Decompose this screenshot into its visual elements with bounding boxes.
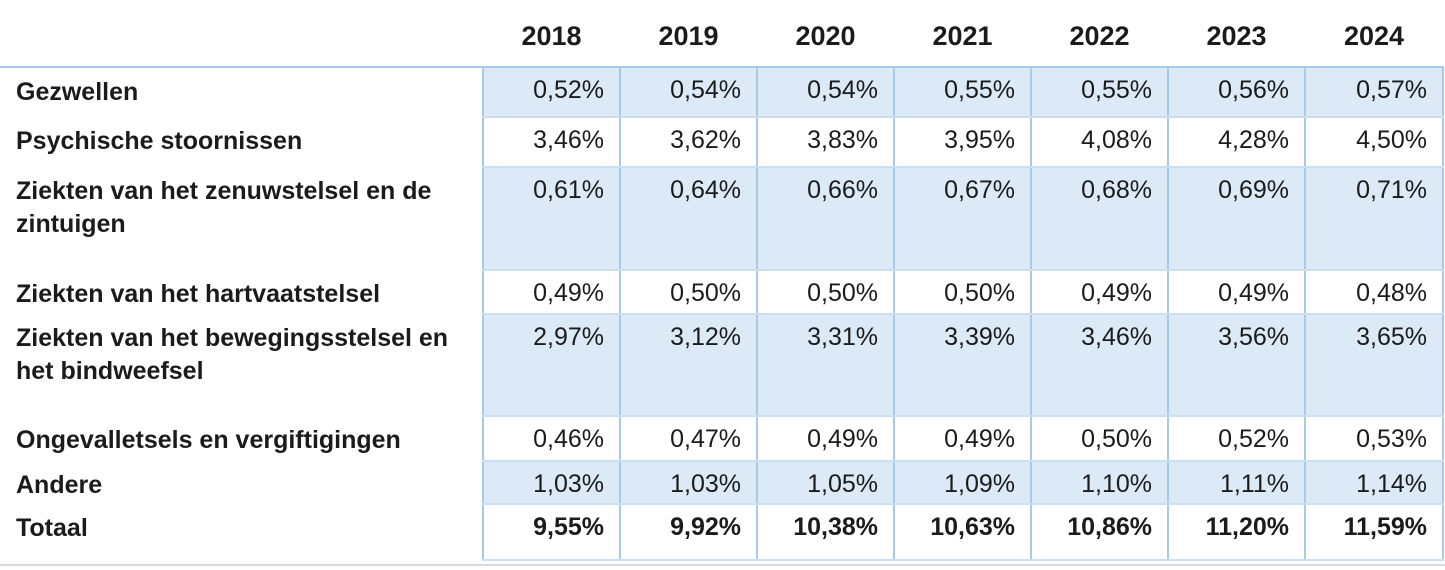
- value-cell: 0,55%: [893, 66, 1032, 118]
- value-cell: 11,59%: [1304, 503, 1444, 561]
- value-cell: 3,62%: [619, 116, 758, 168]
- year-header-2019: 2019: [620, 0, 757, 68]
- value-cell: 0,49%: [1167, 269, 1306, 315]
- year-header-2020: 2020: [757, 0, 894, 68]
- value-cell: 10,63%: [893, 503, 1032, 561]
- table-row-andere: Andere 1,03% 1,03% 1,05% 1,09% 1,10% 1,1…: [0, 460, 1444, 505]
- value-cell: 1,11%: [1167, 460, 1306, 505]
- value-cell: 0,48%: [1304, 269, 1444, 315]
- value-cell: 0,61%: [482, 166, 621, 271]
- row-label: Gezwellen: [0, 67, 483, 117]
- value-cell: 0,50%: [619, 269, 758, 315]
- value-cell: 11,20%: [1167, 503, 1306, 561]
- row-label: Ongevalletsels en vergiftigingen: [0, 416, 483, 461]
- value-cell: 1,10%: [1030, 460, 1169, 505]
- row-label: Psychische stoornissen: [0, 117, 483, 167]
- year-header-2021: 2021: [894, 0, 1031, 68]
- value-cell: 3,65%: [1304, 313, 1444, 417]
- table-row-totaal: Totaal 9,55% 9,92% 10,38% 10,63% 10,86% …: [0, 503, 1444, 561]
- value-cell: 2,97%: [482, 313, 621, 417]
- table-row-zenuwstelsel: Ziekten van het zenuwstelsel en de zintu…: [0, 166, 1444, 271]
- corner-cell: [0, 0, 483, 68]
- value-cell: 4,50%: [1304, 116, 1444, 168]
- value-cell: 9,92%: [619, 503, 758, 561]
- value-cell: 0,49%: [893, 415, 1032, 462]
- year-header-2022: 2022: [1031, 0, 1168, 68]
- value-cell: 1,05%: [756, 460, 895, 505]
- value-cell: 0,46%: [482, 415, 621, 462]
- year-header-2023: 2023: [1168, 0, 1305, 68]
- value-cell: 0,50%: [893, 269, 1032, 315]
- value-cell: 0,54%: [756, 66, 895, 118]
- row-label: Ziekten van het bewegingsstelsel en het …: [0, 314, 483, 416]
- value-cell: 10,86%: [1030, 503, 1169, 561]
- value-cell: 3,95%: [893, 116, 1032, 168]
- value-cell: 0,64%: [619, 166, 758, 271]
- value-cell: 0,66%: [756, 166, 895, 271]
- value-cell: 4,28%: [1167, 116, 1306, 168]
- value-cell: 0,55%: [1030, 66, 1169, 118]
- table-row-hartvaatstelsel: Ziekten van het hartvaatstelsel 0,49% 0,…: [0, 269, 1444, 315]
- value-cell: 0,52%: [482, 66, 621, 118]
- value-cell: 0,50%: [1030, 415, 1169, 462]
- table-header-row: 2018 2019 2020 2021 2022 2023 2024: [0, 0, 1443, 68]
- year-header-2018: 2018: [483, 0, 620, 68]
- value-cell: 3,56%: [1167, 313, 1306, 417]
- table-row-gezwellen: Gezwellen 0,52% 0,54% 0,54% 0,55% 0,55% …: [0, 66, 1444, 118]
- value-cell: 1,14%: [1304, 460, 1444, 505]
- value-cell: 0,49%: [756, 415, 895, 462]
- value-cell: 3,12%: [619, 313, 758, 417]
- table-row-bewegingsstelsel: Ziekten van het bewegingsstelsel en het …: [0, 313, 1444, 417]
- value-cell: 0,54%: [619, 66, 758, 118]
- value-cell: 4,08%: [1030, 116, 1169, 168]
- value-cell: 0,71%: [1304, 166, 1444, 271]
- value-cell: 1,09%: [893, 460, 1032, 505]
- value-cell: 3,39%: [893, 313, 1032, 417]
- value-cell: 0,49%: [482, 269, 621, 315]
- year-header-2024: 2024: [1305, 0, 1443, 68]
- value-cell: 3,83%: [756, 116, 895, 168]
- value-cell: 0,57%: [1304, 66, 1444, 118]
- value-cell: 0,49%: [1030, 269, 1169, 315]
- row-label: Andere: [0, 461, 483, 504]
- value-cell: 0,53%: [1304, 415, 1444, 462]
- value-cell: 0,47%: [619, 415, 758, 462]
- table-row-psychische-stoornissen: Psychische stoornissen 3,46% 3,62% 3,83%…: [0, 116, 1444, 168]
- row-label: Ziekten van het hartvaatstelsel: [0, 270, 483, 314]
- value-cell: 1,03%: [482, 460, 621, 505]
- value-cell: 1,03%: [619, 460, 758, 505]
- value-cell: 9,55%: [482, 503, 621, 561]
- table-row-ongevalletsels: Ongevalletsels en vergiftigingen 0,46% 0…: [0, 415, 1444, 462]
- value-cell: 0,56%: [1167, 66, 1306, 118]
- value-cell: 3,31%: [756, 313, 895, 417]
- value-cell: 0,50%: [756, 269, 895, 315]
- row-label: Ziekten van het zenuwstelsel en de zintu…: [0, 167, 483, 270]
- value-cell: 0,68%: [1030, 166, 1169, 271]
- value-cell: 0,67%: [893, 166, 1032, 271]
- value-cell: 0,69%: [1167, 166, 1306, 271]
- bottom-divider: [0, 564, 1445, 566]
- value-cell: 3,46%: [1030, 313, 1169, 417]
- value-cell: 3,46%: [482, 116, 621, 168]
- row-label: Totaal: [0, 504, 483, 560]
- value-cell: 0,52%: [1167, 415, 1306, 462]
- value-cell: 10,38%: [756, 503, 895, 561]
